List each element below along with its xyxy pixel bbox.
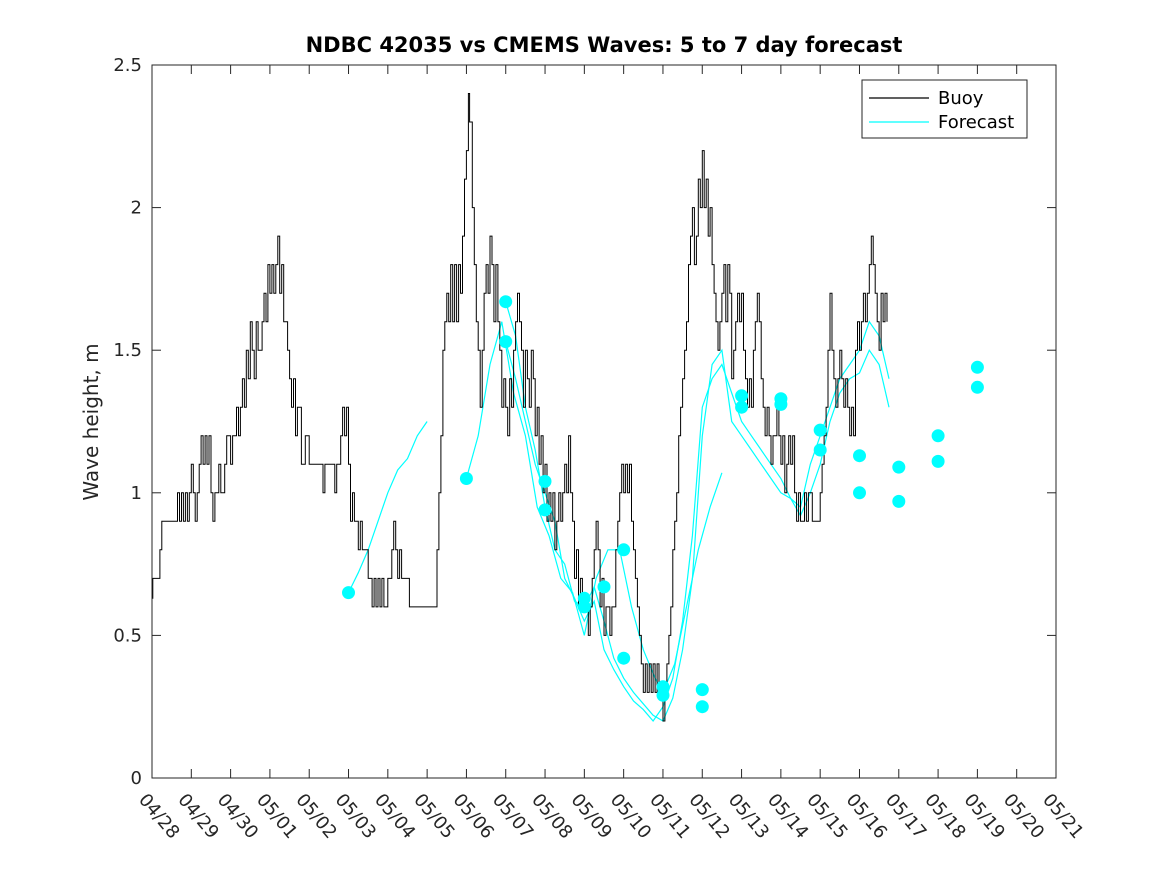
legend-box <box>861 79 1028 139</box>
forecast-marker <box>617 543 631 557</box>
forecast-marker <box>499 295 513 309</box>
forecast-marker <box>538 503 552 517</box>
forecast-marker <box>538 474 552 488</box>
forecast-marker <box>695 700 709 714</box>
forecast-marker <box>853 449 866 463</box>
forecast-marker <box>813 443 827 457</box>
legend-label-forecast: Forecast <box>938 112 1014 133</box>
forecast-marker <box>892 460 906 474</box>
forecast-marker <box>597 580 611 594</box>
forecast-marker <box>735 400 749 414</box>
y-tick-label: 1 <box>131 483 142 504</box>
forecast-line-3 <box>505 301 890 722</box>
forecast-marker <box>499 335 513 349</box>
forecast-marker <box>774 397 788 411</box>
y-axis-label: Wave height, m <box>79 343 103 500</box>
forecast-marker <box>931 429 945 443</box>
forecast-line-4 <box>505 341 890 722</box>
y-tick-label: 1.5 <box>113 340 142 361</box>
forecast-marker <box>735 389 749 403</box>
forecast-marker <box>813 423 827 437</box>
forecast-marker <box>577 600 591 614</box>
forecast-marker <box>970 380 984 394</box>
y-tick-label: 2 <box>131 198 142 219</box>
forecast-marker <box>656 688 670 702</box>
plot-frame <box>151 64 1057 779</box>
y-tick-label: 2.5 <box>113 55 142 76</box>
plot-area <box>152 93 984 722</box>
y-tick-label: 0 <box>131 768 142 789</box>
forecast-marker <box>617 651 631 665</box>
forecast-marker <box>970 360 984 374</box>
buoy-line <box>152 93 888 722</box>
chart-title: NDBC 42035 vs CMEMS Waves: 5 to 7 day fo… <box>306 33 903 57</box>
legend-label-buoy: Buoy <box>938 88 984 109</box>
forecast-marker <box>459 472 473 485</box>
forecast-marker <box>695 683 709 697</box>
y-tick-label: 0.5 <box>113 625 142 646</box>
plot-layer <box>152 93 984 722</box>
forecast-marker <box>342 586 355 600</box>
forecast-line-1 <box>347 421 428 593</box>
legend: Buoy Forecast <box>861 79 1028 139</box>
forecast-marker <box>931 454 945 468</box>
forecast-marker <box>853 486 866 500</box>
forecast-marker <box>892 494 906 508</box>
